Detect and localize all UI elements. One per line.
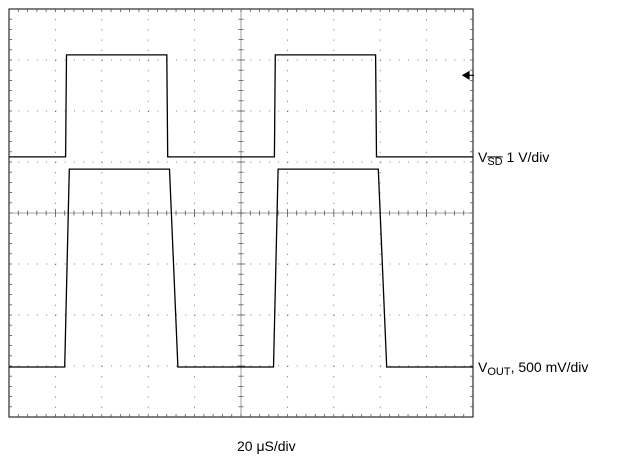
traces — [9, 54, 473, 368]
trace-label-vsd: VSD 1 V/div — [478, 149, 549, 168]
trace-label-main: V — [478, 149, 488, 165]
trace-label-scale: 1 V/div — [503, 149, 550, 165]
graticule — [8, 8, 474, 418]
trace-label-subscript: SD — [487, 156, 502, 168]
trace-label-scale: , 500 mV/div — [511, 359, 589, 375]
x-axis-label: 20 μS/div — [237, 438, 296, 454]
trace-label-vout: VOUT, 500 mV/div — [478, 359, 588, 378]
trace-label-subscript: OUT — [487, 366, 511, 378]
trace-label-main: V — [478, 359, 488, 375]
arrow-left-icon — [461, 70, 474, 80]
trace-vsd — [9, 54, 473, 158]
trace-vout — [9, 168, 473, 368]
